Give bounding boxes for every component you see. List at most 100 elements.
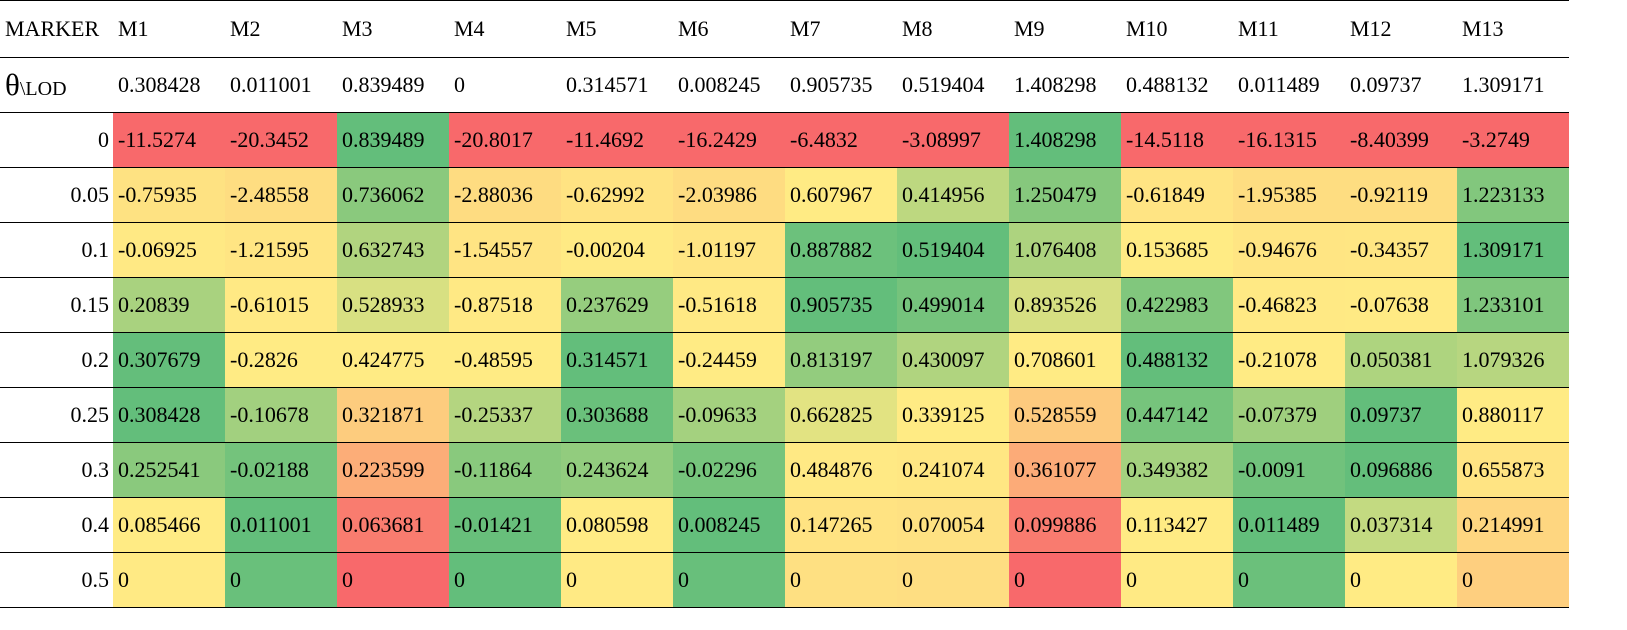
heatmap-cell: 0.223599: [337, 442, 449, 498]
heatmap-cell: 0: [449, 552, 561, 608]
heatmap-cell: 0.050381: [1345, 332, 1457, 388]
heatmap-cell: -0.87518: [449, 277, 561, 333]
heatmap-cell: 0.008245: [673, 497, 785, 553]
heatmap-cell: 0: [897, 552, 1009, 608]
lod-value: 0.488132: [1121, 57, 1233, 113]
column-header-m1: M1: [113, 0, 225, 58]
column-header-m11: M11: [1233, 0, 1345, 58]
heatmap-cell: -3.2749: [1457, 112, 1569, 168]
theta-row: 0.1 -0.06925 -1.21595 0.632743 -1.54557 -0.00…: [0, 222, 1569, 278]
heatmap-cell: -0.0091: [1233, 442, 1345, 498]
heatmap-cell: 0.243624: [561, 442, 673, 498]
heatmap-cell: -0.46823: [1233, 277, 1345, 333]
heatmap-cell: 0.736062: [337, 167, 449, 223]
lod-row-label: θ\LOD: [0, 57, 113, 113]
heatmap-cell: 0.499014: [897, 277, 1009, 333]
heatmap-cell: -0.10678: [225, 387, 337, 443]
lod-value: 0: [449, 57, 561, 113]
heatmap-cell: 0.880117: [1457, 387, 1569, 443]
heatmap-cell: -6.4832: [785, 112, 897, 168]
heatmap-cell: -1.54557: [449, 222, 561, 278]
column-header-m13: M13: [1457, 0, 1569, 58]
heatmap-cell: 0.214991: [1457, 497, 1569, 553]
column-header-m7: M7: [785, 0, 897, 58]
heatmap-cell: -0.09633: [673, 387, 785, 443]
heatmap-cell: 0: [1009, 552, 1121, 608]
heatmap-cell: 0: [1345, 552, 1457, 608]
heatmap-cell: 0.011489: [1233, 497, 1345, 553]
heatmap-cell: -0.61015: [225, 277, 337, 333]
column-header-m9: M9: [1009, 0, 1121, 58]
theta-value: 0.1: [0, 222, 113, 278]
heatmap-cell: 0.424775: [337, 332, 449, 388]
heatmap-cell: 0.887882: [785, 222, 897, 278]
theta-value: 0.15: [0, 277, 113, 333]
heatmap-cell: -2.03986: [673, 167, 785, 223]
column-header-m4: M4: [449, 0, 561, 58]
heatmap-cell: -16.1315: [1233, 112, 1345, 168]
heatmap-cell: 0.528559: [1009, 387, 1121, 443]
theta-value: 0.05: [0, 167, 113, 223]
heatmap-cell: -20.8017: [449, 112, 561, 168]
theta-value: 0.25: [0, 387, 113, 443]
heatmap-cell: 0: [785, 552, 897, 608]
heatmap-cell: -0.75935: [113, 167, 225, 223]
heatmap-cell: -3.08997: [897, 112, 1009, 168]
heatmap-cell: 0.632743: [337, 222, 449, 278]
heatmap-cell: -0.07638: [1345, 277, 1457, 333]
column-header-m3: M3: [337, 0, 449, 58]
heatmap-cell: 0: [113, 552, 225, 608]
heatmap-cell: 1.309171: [1457, 222, 1569, 278]
heatmap-cell: -14.5118: [1121, 112, 1233, 168]
lod-value: 0.519404: [897, 57, 1009, 113]
heatmap-cell: 0.09737: [1345, 387, 1457, 443]
heatmap-cell: -0.92119: [1345, 167, 1457, 223]
heatmap-cell: 0.070054: [897, 497, 1009, 553]
heatmap-cell: -8.40399: [1345, 112, 1457, 168]
heatmap-cell: 0.308428: [113, 387, 225, 443]
theta-row: 0.5 0 0 0 0 0 0 0 0 0 0 0 0 0: [0, 552, 1569, 608]
heatmap-cell: 0.113427: [1121, 497, 1233, 553]
theta-row: 0.05 -0.75935 -2.48558 0.736062 -2.88036 -0.6…: [0, 167, 1569, 223]
heatmap-cell: -1.95385: [1233, 167, 1345, 223]
heatmap-cell: 0.147265: [785, 497, 897, 553]
heatmap-cell: 0.839489: [337, 112, 449, 168]
theta-row: 0 -11.5274 -20.3452 0.839489 -20.8017 -11.469…: [0, 112, 1569, 168]
heatmap-cell: 0.349382: [1121, 442, 1233, 498]
lod-value: 0.839489: [337, 57, 449, 113]
column-header-m10: M10: [1121, 0, 1233, 58]
heatmap-cell: 0.241074: [897, 442, 1009, 498]
theta-row: 0.4 0.085466 0.011001 0.063681 -0.01421 0.080…: [0, 497, 1569, 553]
heatmap-cell: -0.24459: [673, 332, 785, 388]
heatmap-cell: 0: [225, 552, 337, 608]
theta-value: 0.4: [0, 497, 113, 553]
lod-label: \LOD: [19, 78, 67, 100]
heatmap-cell: -0.2826: [225, 332, 337, 388]
theta-value: 0.3: [0, 442, 113, 498]
lod-row: θ\LOD 0.308428 0.011001 0.839489 0 0.314571 0.…: [0, 57, 1569, 113]
heatmap-cell: -11.5274: [113, 112, 225, 168]
heatmap-cell: 0: [1457, 552, 1569, 608]
heatmap-cell: 0: [1121, 552, 1233, 608]
heatmap-cell: 0.447142: [1121, 387, 1233, 443]
heatmap-cell: 0.20839: [113, 277, 225, 333]
heatmap-cell: -2.88036: [449, 167, 561, 223]
lod-value: 0.314571: [561, 57, 673, 113]
heatmap-cell: 0.339125: [897, 387, 1009, 443]
heatmap-cell: 0.303688: [561, 387, 673, 443]
heatmap-cell: 0.607967: [785, 167, 897, 223]
theta-symbol: θ: [5, 67, 20, 102]
lod-value: 1.309171: [1457, 57, 1569, 113]
heatmap-cell: -0.02188: [225, 442, 337, 498]
heatmap-cell: 0.488132: [1121, 332, 1233, 388]
heatmap-cell: -0.02296: [673, 442, 785, 498]
heatmap-cell: 1.223133: [1457, 167, 1569, 223]
heatmap-cell: 0.905735: [785, 277, 897, 333]
heatmap-cell: 0.519404: [897, 222, 1009, 278]
theta-row: 0.3 0.252541 -0.02188 0.223599 -0.11864 0.243…: [0, 442, 1569, 498]
heatmap-cell: 0: [561, 552, 673, 608]
heatmap-cell: 0.314571: [561, 332, 673, 388]
heatmap-cell: 0.099886: [1009, 497, 1121, 553]
heatmap-cell: 0.893526: [1009, 277, 1121, 333]
heatmap-cell: 0.037314: [1345, 497, 1457, 553]
